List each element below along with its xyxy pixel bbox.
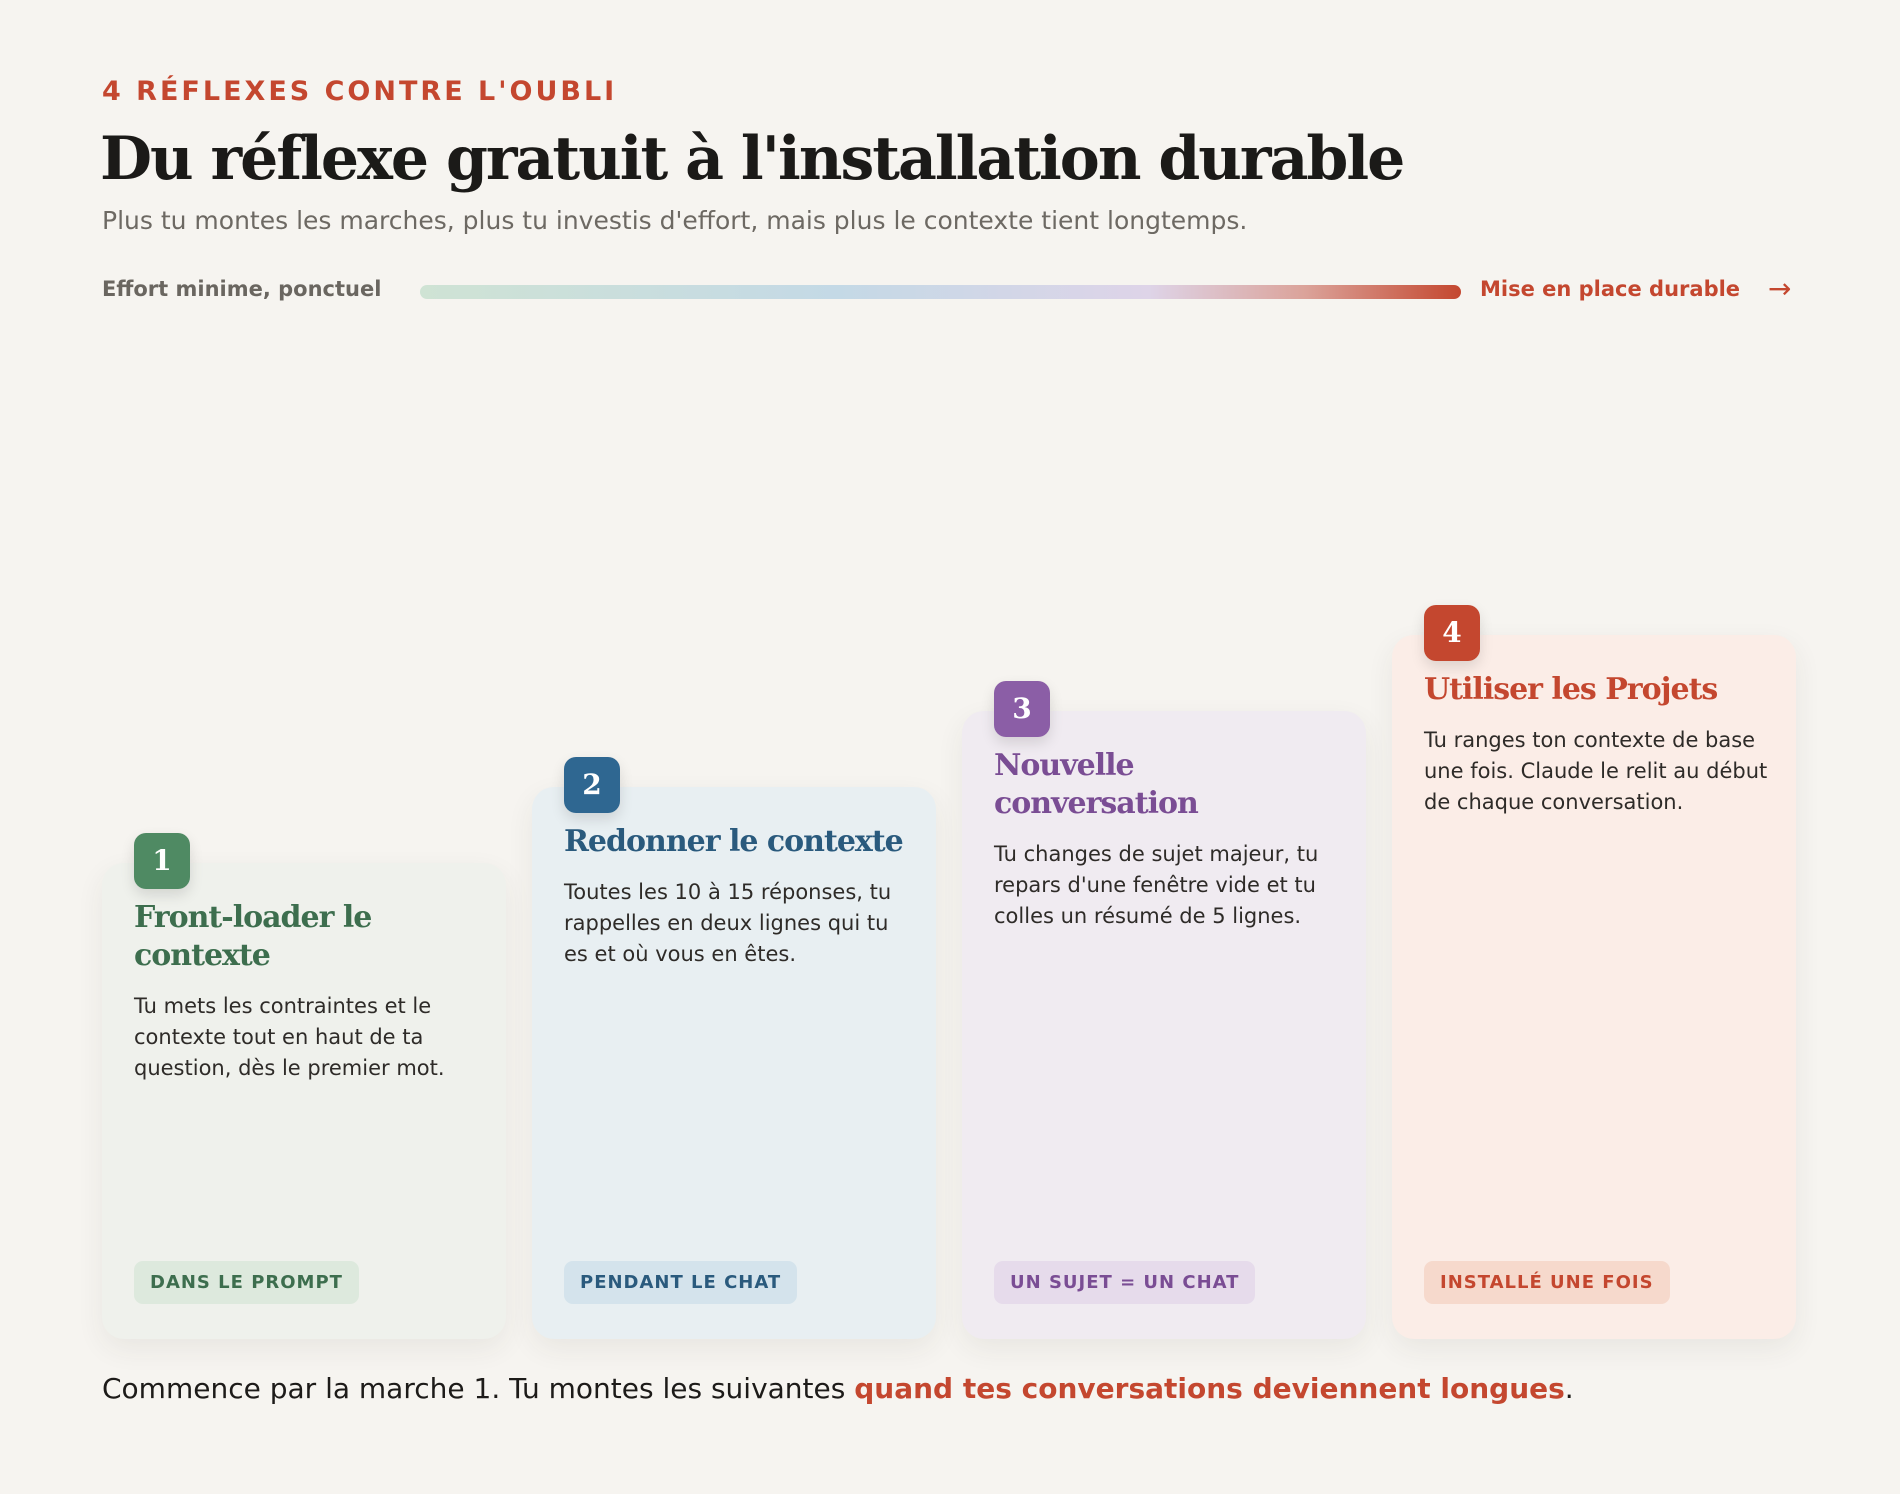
step-title: Nouvelle conversation: [994, 748, 1199, 821]
step-card-2: 2 Redonner le contexte Toutes les 10 à 1…: [532, 757, 936, 1339]
footer-text: Commence par la marche 1. Tu montes les …: [102, 1372, 855, 1405]
step-card-1: 1 Front-loader le contexte Tu mets les c…: [102, 833, 506, 1339]
step-description: Toutes les 10 à 15 réponses, tu rappelle…: [564, 880, 892, 966]
step-description: Tu ranges ton contexte de base une fois.…: [1424, 728, 1768, 814]
step-tag: PENDANT LE CHAT: [564, 1261, 798, 1304]
step-tag: UN SUJET = UN CHAT: [994, 1261, 1256, 1304]
step-title: Utiliser les Projets: [1424, 672, 1718, 707]
step-number-badge: 4: [1424, 605, 1480, 661]
footer-highlight: quand tes conversations deviennent longu…: [854, 1372, 1565, 1405]
effort-gradient-bar: [420, 285, 1461, 299]
eyebrow-label: 4 RÉFLEXES CONTRE L'OUBLI: [102, 76, 618, 107]
step-tag: DANS LE PROMPT: [134, 1261, 359, 1304]
step-description: Tu mets les contraintes et le contexte t…: [134, 994, 445, 1080]
scale-right-label: Mise en place durable: [1480, 277, 1741, 301]
step-title: Front-loader le contexte: [134, 900, 372, 973]
footer-period: .: [1564, 1372, 1574, 1405]
step-number-badge: 2: [564, 757, 620, 813]
step-description: Tu changes de sujet majeur, tu repars d'…: [994, 842, 1319, 928]
footer-note: Commence par la marche 1. Tu montes les …: [102, 1372, 1574, 1405]
step-number-badge: 1: [134, 833, 190, 889]
step-title: Redonner le contexte: [564, 824, 904, 859]
step-card-3: 3 Nouvelle conversation Tu changes de su…: [962, 681, 1366, 1339]
page-subtitle: Plus tu montes les marches, plus tu inve…: [102, 206, 1248, 235]
step-number-badge: 3: [994, 681, 1050, 737]
step-card-4: 4 Utiliser les Projets Tu ranges ton con…: [1392, 605, 1796, 1339]
scale-left-label: Effort minime, ponctuel: [102, 277, 382, 301]
page-title: Du réflexe gratuit à l'installation dura…: [100, 124, 1405, 194]
step-tag: INSTALLÉ UNE FOIS: [1424, 1261, 1670, 1304]
arrow-right-icon: →: [1768, 272, 1792, 305]
